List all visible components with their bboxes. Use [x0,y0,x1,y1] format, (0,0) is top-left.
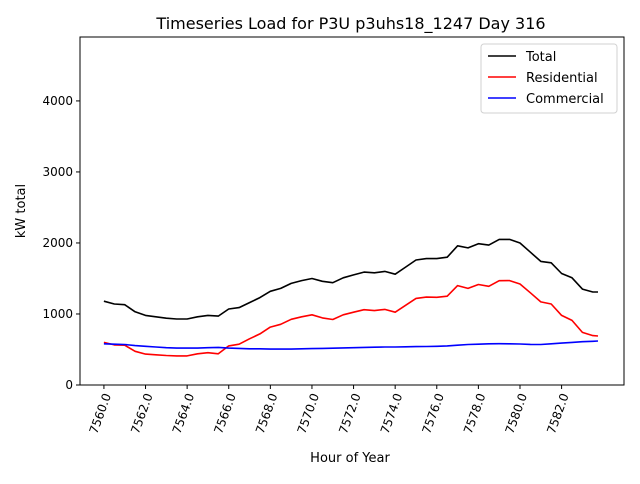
legend: Total Residential Commercial [480,43,618,114]
x-tick-label: 7582.0 [544,391,572,435]
x-tick-label: 7574.0 [378,391,406,435]
chart-title: Timeseries Load for P3U p3uhs18_1247 Day… [155,14,545,34]
x-tick-label: 7562.0 [128,391,156,435]
y-tick-label: 1000 [42,307,73,321]
series-line-residential [103,279,599,357]
legend-label-residential: Residential [526,71,598,86]
x-axis-label: Hour of Year [310,451,390,466]
x-tick-label: 7576.0 [419,391,447,435]
y-tick-label: 3000 [42,165,73,179]
legend-label-total: Total [525,50,556,65]
series-line-commercial [103,340,599,350]
x-tick-label: 7570.0 [295,391,323,435]
y-axis-label: kW total [14,184,29,238]
x-tick-label: 7568.0 [253,391,281,435]
x-tick-label: 7572.0 [336,391,364,435]
y-tick-label: 2000 [42,236,73,250]
x-tick-label: 7564.0 [170,391,198,435]
y-tick-label: 0 [65,378,73,392]
axes-frame [79,36,625,386]
legend-label-commercial: Commercial [526,92,604,107]
legend-box [480,43,618,114]
x-tick-label: 7578.0 [461,391,489,435]
series-line-total [103,238,598,320]
x-tick-label: 7580.0 [503,391,531,435]
x-tick-label: 7566.0 [211,391,239,435]
y-tick-label: 4000 [42,94,73,108]
x-tick-label: 7560.0 [87,391,115,435]
